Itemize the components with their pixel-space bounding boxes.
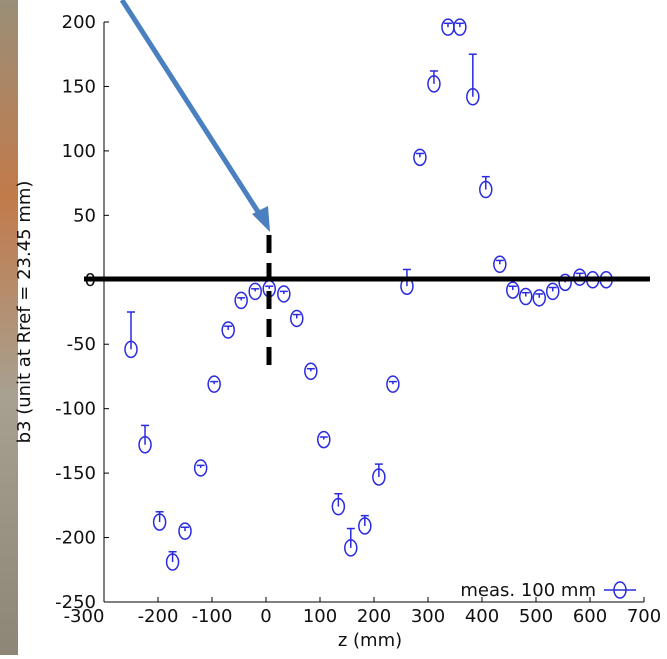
point: [221, 321, 235, 339]
x-tick-label: 200: [357, 606, 391, 627]
y-axis-label: b3 (unit at Rref = 23.45 mm): [14, 181, 35, 444]
arrow-shaft: [119, 0, 265, 220]
point: [234, 291, 248, 310]
point: [304, 362, 318, 381]
y-tick-label: -50: [67, 334, 96, 355]
point: [427, 75, 441, 93]
x-tick-label: 600: [573, 606, 607, 627]
legend-label: meas. 100 mm: [460, 580, 596, 601]
point: [290, 309, 304, 328]
point: [479, 180, 493, 199]
x-tick-label: 700: [627, 606, 661, 627]
point: [466, 88, 480, 106]
y-tick-label: 150: [62, 76, 96, 97]
point: [138, 436, 152, 454]
point: [165, 553, 180, 571]
point: [331, 497, 346, 516]
point: [493, 255, 507, 274]
legend-marker: [613, 581, 627, 599]
y-tick-label: -100: [55, 399, 96, 420]
point: [344, 539, 358, 557]
point: [358, 517, 372, 535]
point: [124, 340, 138, 359]
y-tick-label: -250: [55, 592, 96, 613]
x-tick-label: 500: [519, 606, 553, 627]
point: [317, 430, 331, 449]
point: [545, 282, 560, 301]
point: [532, 289, 546, 307]
arrow-head: [252, 206, 270, 232]
y-tick-label: -200: [55, 528, 96, 549]
point: [178, 522, 192, 540]
photo-strip: [0, 0, 18, 655]
x-tick-label: -200: [138, 606, 179, 627]
x-tick-label: 300: [411, 606, 445, 627]
y-tick-label: 100: [62, 141, 96, 162]
point: [372, 468, 386, 486]
y-tick-label: -150: [55, 463, 96, 484]
y-tick-label: 50: [73, 205, 96, 226]
point: [277, 285, 291, 303]
y-tick-label: 200: [62, 12, 96, 33]
point: [453, 18, 467, 36]
x-axis-label: z (mm): [338, 630, 402, 651]
x-tick-label: 100: [303, 606, 337, 627]
x-tick-label: -100: [192, 606, 233, 627]
x-tick-label: 0: [260, 606, 271, 627]
point: [506, 281, 520, 299]
point: [558, 273, 572, 292]
point: [248, 282, 262, 301]
point: [207, 375, 221, 393]
x-tick-label: -300: [64, 606, 105, 627]
point: [518, 287, 533, 306]
x-tick-label: 400: [465, 606, 499, 627]
point: [386, 375, 400, 393]
point: [152, 513, 167, 531]
point: [413, 148, 427, 167]
point: [193, 459, 208, 477]
